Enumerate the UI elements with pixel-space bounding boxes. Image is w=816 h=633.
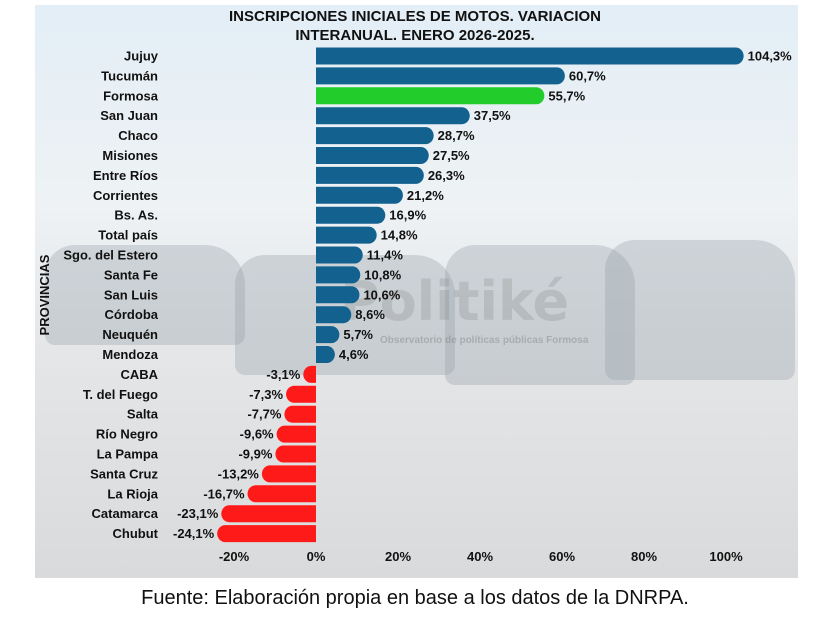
category-label: San Juan xyxy=(100,108,158,123)
data-label: -13,2% xyxy=(218,466,260,481)
bar-la-rioja xyxy=(247,485,316,503)
category-label: Catamarca xyxy=(92,506,159,521)
bar-santa-fe xyxy=(316,266,361,284)
data-label: -9,9% xyxy=(238,447,272,462)
category-label: CABA xyxy=(120,367,158,382)
category-label: Chubut xyxy=(113,526,159,541)
chart-title-line: INSCRIPCIONES INICIALES DE MOTOS. VARIAC… xyxy=(229,8,601,25)
category-label: Entre Ríos xyxy=(93,168,158,183)
x-tick-label: 60% xyxy=(549,549,575,564)
data-label: -7,7% xyxy=(247,407,281,422)
x-tick-label: 20% xyxy=(385,549,411,564)
data-label: -23,1% xyxy=(177,506,219,521)
category-label: Sgo. del Estero xyxy=(63,248,158,263)
bar-san-juan xyxy=(316,107,470,125)
category-label: Santa Cruz xyxy=(90,466,158,481)
data-label: 14,8% xyxy=(381,228,418,243)
bar-c-rdoba xyxy=(316,306,352,324)
bar-mendoza xyxy=(316,346,335,363)
source-caption: Fuente: Elaboración propia en base a los… xyxy=(141,587,689,609)
watermark-logo: Politiké xyxy=(340,270,570,333)
category-label: Salta xyxy=(127,407,159,422)
data-label: 5,7% xyxy=(343,327,373,342)
category-label: Río Negro xyxy=(96,427,158,442)
car-image xyxy=(445,245,635,385)
car-image xyxy=(45,245,245,345)
bar-r-o-negro xyxy=(276,425,316,443)
car-image xyxy=(605,240,795,380)
bar-salta xyxy=(284,405,316,423)
category-label: Total país xyxy=(98,228,158,243)
bar-corrientes xyxy=(316,186,403,204)
category-label: Mendoza xyxy=(102,347,158,362)
data-label: -7,3% xyxy=(249,387,283,402)
data-label: 26,3% xyxy=(428,168,465,183)
data-label: 11,4% xyxy=(367,248,404,263)
bar-catamarca xyxy=(221,505,316,523)
category-label: La Rioja xyxy=(107,486,158,501)
category-label: Córdoba xyxy=(105,307,159,322)
data-label: 60,7% xyxy=(569,68,606,83)
bar-bs-as- xyxy=(316,206,386,224)
data-label: 10,6% xyxy=(363,287,400,302)
data-label: 55,7% xyxy=(548,88,585,103)
bar-chaco xyxy=(316,127,434,145)
watermark-subtitle: Observatorio de políticas públicas Formo… xyxy=(380,335,589,346)
category-label: Santa Fe xyxy=(104,267,158,282)
bar-total-pa-s xyxy=(316,226,377,244)
category-label: San Luis xyxy=(104,287,158,302)
x-tick-label: 100% xyxy=(709,549,743,564)
bar-misiones xyxy=(316,147,429,164)
y-axis-label: PROVINCIAS xyxy=(37,254,52,335)
bar-neuqu-n xyxy=(316,326,340,344)
category-label: Misiones xyxy=(102,148,158,163)
data-label: 8,6% xyxy=(355,307,385,322)
data-label: 4,6% xyxy=(339,347,369,362)
bar-t-del-fuego xyxy=(286,385,316,403)
category-label: Jujuy xyxy=(124,49,159,64)
data-label: -24,1% xyxy=(173,526,215,541)
chart-title: INSCRIPCIONES INICIALES DE MOTOS. VARIAC… xyxy=(0,7,816,45)
category-label: Neuquén xyxy=(102,327,158,342)
bar-caba xyxy=(303,365,316,383)
data-label: -16,7% xyxy=(203,486,245,501)
bar-jujuy xyxy=(316,47,744,65)
data-label: 21,2% xyxy=(407,188,444,203)
x-tick-label: 0% xyxy=(307,549,326,564)
x-tick-label: 80% xyxy=(631,549,657,564)
bar-entre-r-os xyxy=(316,166,424,184)
category-label: Corrientes xyxy=(93,188,158,203)
bar-san-luis xyxy=(316,286,360,304)
bar-santa-cruz xyxy=(261,465,316,483)
category-label: T. del Fuego xyxy=(83,387,158,402)
bar-chubut xyxy=(217,525,316,543)
bar-la-pampa xyxy=(275,445,316,463)
data-label: 27,5% xyxy=(433,148,470,163)
data-label: 28,7% xyxy=(438,128,475,143)
category-label: Chaco xyxy=(118,128,158,143)
data-label: -9,6% xyxy=(240,427,274,442)
data-label: -3,1% xyxy=(266,367,300,382)
data-label: 16,9% xyxy=(389,208,426,223)
x-tick-label: -20% xyxy=(219,549,250,564)
data-label: 37,5% xyxy=(474,108,511,123)
data-label: 104,3% xyxy=(748,49,793,64)
category-label: La Pampa xyxy=(97,447,159,462)
bar-formosa xyxy=(316,87,545,105)
chart-title-line: INTERANUAL. ENERO 2026-2025. xyxy=(295,27,535,44)
x-tick-label: 40% xyxy=(467,549,493,564)
category-label: Bs. As. xyxy=(114,208,158,223)
data-label: 10,8% xyxy=(364,267,401,282)
category-label: Tucumán xyxy=(101,68,158,83)
bar-tucum-n xyxy=(316,67,565,85)
bar-sgo-del-estero xyxy=(316,246,363,264)
category-label: Formosa xyxy=(103,88,159,103)
